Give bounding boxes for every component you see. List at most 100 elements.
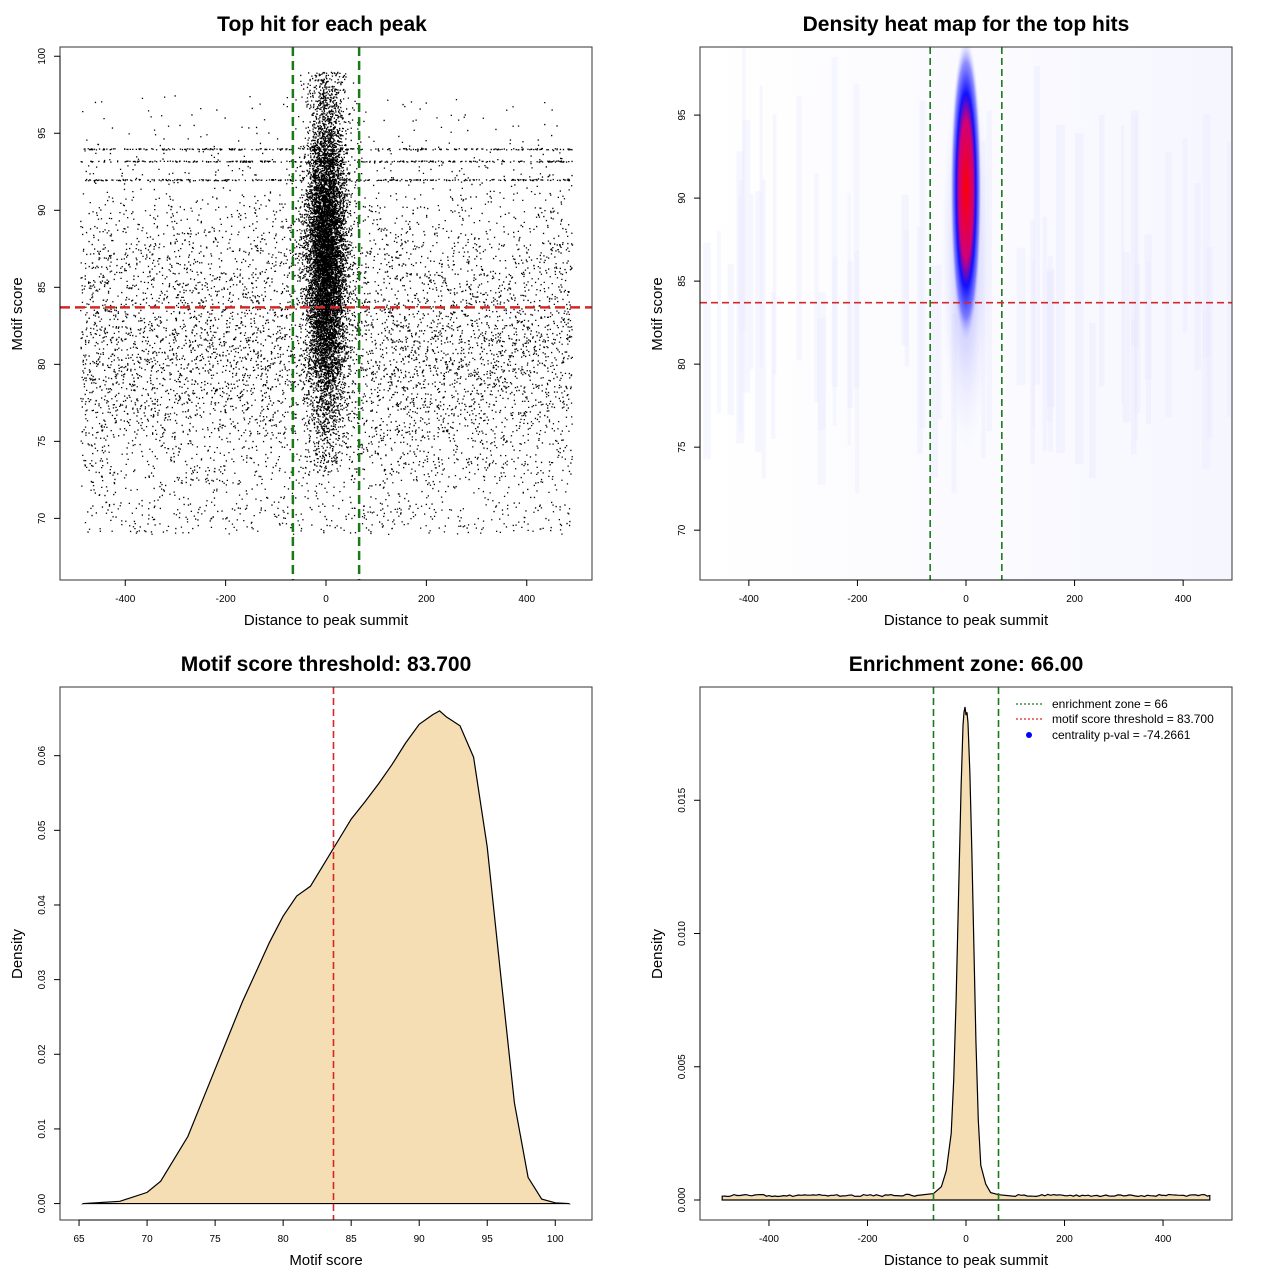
heatmap-streak [1227, 142, 1232, 418]
heatmap-streak [1146, 261, 1151, 425]
x-tick-label: -200 [857, 1234, 877, 1245]
x-tick-label: -200 [847, 594, 867, 605]
heatmap-streak [1031, 260, 1035, 428]
heatmap-streak [1182, 138, 1188, 333]
heatmap-streak [772, 114, 777, 375]
heatmap-streak [1042, 216, 1048, 452]
x-axis-label: Distance to peak summit [884, 612, 1049, 629]
heatmap-streak [1046, 268, 1055, 408]
y-tick-label: 90 [37, 204, 48, 216]
y-axis-label: Motif score [9, 277, 26, 350]
y-tick-label: 95 [37, 127, 48, 139]
x-axis-label: Motif score [289, 1252, 362, 1269]
x-tick-label: -400 [739, 594, 759, 605]
panel-score-density: Motif score threshold: 83.700 65 70 75 80 85… [9, 653, 593, 1269]
x-tick-label: -400 [115, 594, 135, 605]
heatmap-streak [818, 292, 826, 430]
y-tick-label: 85 [677, 275, 688, 287]
y-tick-label: 0.03 [37, 969, 48, 989]
density-area [80, 710, 572, 1205]
heatmap-streak [901, 194, 909, 346]
heatmap-streak [1075, 133, 1084, 464]
heatmap-streak [761, 179, 766, 479]
heatmap-streak [917, 226, 923, 455]
heatmap-streak [904, 230, 910, 367]
heatmap-streak [796, 96, 802, 360]
x-tick-label: 90 [414, 1234, 426, 1245]
heatmap-streak [1121, 125, 1125, 404]
legend-label-pval: centrality p-val = -74.2661 [1052, 728, 1191, 742]
chart-title: Top hit for each peak [217, 13, 427, 36]
heatmap-streak [1202, 310, 1211, 469]
y-tick-label: 0.005 [677, 1054, 688, 1079]
x-tick-label: 400 [1155, 1234, 1172, 1245]
y-tick-label: 80 [677, 358, 688, 370]
heatmap-streak [1122, 252, 1131, 423]
y-tick-label: 0.00 [37, 1193, 48, 1213]
y-axis-label: Density [649, 928, 666, 979]
heatmap-streak [742, 120, 751, 393]
chart-title: Enrichment zone: 66.00 [849, 653, 1084, 676]
y-tick-label: 0.010 [677, 921, 688, 946]
heatmap-streak [1016, 247, 1026, 386]
heatmap-streak [1098, 115, 1105, 387]
heatmap-hotspot [950, 47, 982, 346]
scatter-dots [80, 71, 574, 535]
panel-distance-density: Enrichment zone: 66.00 enrichment zone =… [649, 653, 1233, 1269]
panel-heatmap: Density heat map for the top hits -400 -2… [649, 13, 1233, 629]
y-tick-label: 0.05 [37, 820, 48, 840]
heatmap-streak [832, 256, 837, 426]
x-tick-label: 80 [278, 1234, 290, 1245]
x-tick-label: 100 [547, 1234, 564, 1245]
x-tick-label: 400 [1175, 594, 1192, 605]
heatmap-streak [738, 180, 743, 432]
x-axis-label: Distance to peak summit [244, 612, 409, 629]
heatmap-streak [1033, 66, 1041, 385]
x-tick-label: 0 [323, 594, 329, 605]
heatmap-streak [1056, 124, 1065, 453]
heatmap-streak [1194, 183, 1202, 371]
heatmap-streak [727, 264, 734, 416]
heatmap-streak [1134, 263, 1141, 413]
legend: enrichment zone = 66 motif score thresho… [1016, 697, 1214, 742]
y-tick-label: 80 [37, 358, 48, 370]
y-tick-label: 70 [677, 524, 688, 536]
y-tick-label: 75 [37, 435, 48, 447]
heatmap-streak [738, 197, 742, 334]
x-tick-label: 200 [1056, 1234, 1073, 1245]
heatmap-streak [759, 85, 763, 368]
heatmap-streak [853, 83, 860, 389]
x-axis: 65 70 75 80 85 90 95 100 [73, 1219, 564, 1245]
y-tick-label: 0.01 [37, 1119, 48, 1139]
y-tick-label: 75 [677, 441, 688, 453]
x-tick-label: 0 [963, 1234, 969, 1245]
x-tick-label: 200 [418, 594, 435, 605]
x-tick-label: 70 [142, 1234, 154, 1245]
heatmap-streak [1144, 234, 1152, 380]
heatmap-streak [1046, 271, 1054, 422]
y-tick-label: 70 [37, 512, 48, 524]
y-tick-label: 0.06 [37, 746, 48, 766]
x-axis: -400 -200 0 200 400 [739, 579, 1192, 605]
heatmap-streak [1089, 322, 1096, 479]
y-axis-label: Density [9, 928, 26, 979]
density-area [721, 706, 1211, 1201]
heatmap-streak [749, 193, 754, 369]
x-tick-label: 0 [963, 594, 969, 605]
heatmap-streak [831, 57, 838, 387]
y-tick-label: 85 [37, 281, 48, 293]
chart-title: Density heat map for the top hits [803, 13, 1130, 36]
scatter-points [80, 71, 574, 535]
legend-swatch-pval [1026, 732, 1032, 738]
x-tick-label: 400 [518, 594, 535, 605]
x-axis: -400 -200 0 200 400 [115, 579, 536, 605]
x-tick-label: 95 [482, 1234, 494, 1245]
heatmap-streak [930, 265, 939, 478]
heatmap-streak [937, 264, 942, 420]
x-tick-label: 65 [73, 1234, 85, 1245]
heatmap-streak [1048, 255, 1053, 452]
legend-label-threshold: motif score threshold = 83.700 [1052, 712, 1214, 726]
y-tick-label: 0.000 [677, 1187, 688, 1212]
y-axis-label: Motif score [649, 277, 666, 350]
y-axis: 0.000 0.005 0.010 0.015 [677, 787, 701, 1213]
